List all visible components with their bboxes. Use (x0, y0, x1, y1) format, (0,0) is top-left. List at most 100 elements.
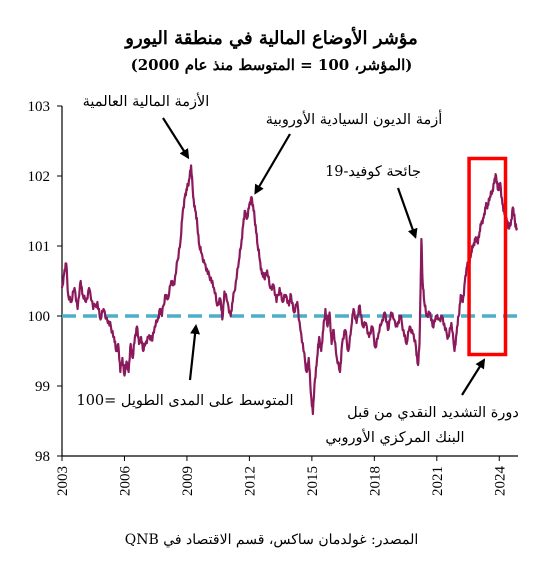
data-point (85, 301, 87, 303)
data-point (464, 280, 466, 282)
data-point (250, 196, 253, 198)
data-point (198, 245, 201, 247)
data-point (194, 210, 197, 212)
annotation-arrow (396, 187, 418, 239)
annotation-label: الأزمة المالية العالمية (83, 92, 210, 110)
data-point (328, 311, 331, 314)
data-point (387, 329, 389, 331)
data-point (254, 224, 257, 226)
data-point (293, 311, 296, 314)
data-point (186, 189, 188, 191)
data-point (107, 322, 109, 324)
data-point (63, 273, 65, 275)
data-point (493, 182, 495, 184)
data-point (374, 346, 377, 349)
y-tick-label: 99 (35, 379, 50, 395)
data-point (419, 287, 422, 289)
x-tick-label: 2003 (55, 466, 71, 496)
data-point (489, 196, 491, 198)
data-point (365, 322, 367, 324)
data-point (281, 301, 284, 303)
data-point (157, 318, 159, 321)
data-point (173, 283, 176, 286)
data-point (159, 308, 161, 310)
data-point (179, 238, 182, 240)
data-point (497, 189, 500, 191)
data-point (368, 336, 370, 338)
data-point (399, 315, 402, 317)
data-point (516, 227, 518, 230)
data-point (450, 322, 453, 324)
data-point (67, 294, 69, 296)
data-point (332, 329, 335, 331)
data-point (447, 336, 450, 338)
data-point (339, 371, 341, 373)
data-point (402, 329, 405, 331)
data-point (501, 203, 504, 205)
data-point (134, 336, 136, 338)
data-point (144, 343, 147, 345)
data-point (362, 325, 364, 328)
data-point (70, 301, 73, 303)
data-point (478, 231, 481, 233)
data-point (246, 217, 249, 219)
data-point (196, 224, 199, 226)
data-point (302, 350, 305, 352)
data-point (129, 343, 132, 345)
data-point (117, 343, 119, 345)
data-point (110, 325, 112, 328)
data-point (377, 332, 380, 335)
data-point (438, 318, 440, 321)
data-point (320, 350, 323, 352)
data-point (153, 325, 156, 328)
data-point (324, 308, 327, 310)
data-point (266, 269, 268, 272)
data-point (184, 196, 186, 198)
data-point (415, 346, 417, 349)
data-point (229, 315, 232, 317)
annotation-label: البنك المركزي الأوروبي (325, 428, 464, 446)
annotation-label: جائحة كوفيد-19 (325, 164, 421, 180)
annotation-arrow (162, 117, 190, 160)
data-point (200, 252, 203, 254)
data-point (142, 350, 144, 352)
data-point (170, 280, 173, 282)
data-point (176, 259, 179, 261)
data-point (428, 311, 431, 314)
data-point (408, 325, 411, 328)
data-point (96, 301, 99, 303)
data-point (113, 336, 115, 338)
data-point (248, 203, 251, 205)
data-point (88, 287, 90, 289)
chart-subtitle: (المؤشر، 100 = المتوسط منذ عام 2000) (130, 56, 413, 74)
data-point (472, 245, 475, 247)
data-point (244, 210, 246, 212)
data-point (92, 308, 94, 310)
data-point (259, 259, 261, 261)
data-point (61, 287, 63, 289)
data-point (125, 360, 128, 363)
data-point (487, 203, 489, 205)
data-point (231, 301, 234, 303)
data-point (371, 325, 374, 328)
data-point (318, 336, 321, 338)
data-point (73, 287, 76, 289)
data-point (296, 301, 299, 303)
x-tick-label: 2006 (117, 466, 133, 497)
data-point (147, 336, 150, 338)
data-point (115, 350, 117, 352)
annotation-arrow (461, 358, 486, 396)
data-point (82, 294, 84, 296)
data-point (457, 315, 460, 317)
data-point (444, 329, 446, 331)
data-point (132, 357, 134, 359)
data-point (207, 273, 209, 275)
data-point (393, 318, 395, 321)
data-point (420, 238, 423, 240)
data-point (312, 413, 314, 415)
data-point (474, 238, 477, 240)
data-point (123, 374, 126, 377)
chart-axes: 98 99 100 101 102 103 2003 2006 2009 2012 2015 2018… (28, 99, 518, 497)
data-point (275, 301, 278, 303)
